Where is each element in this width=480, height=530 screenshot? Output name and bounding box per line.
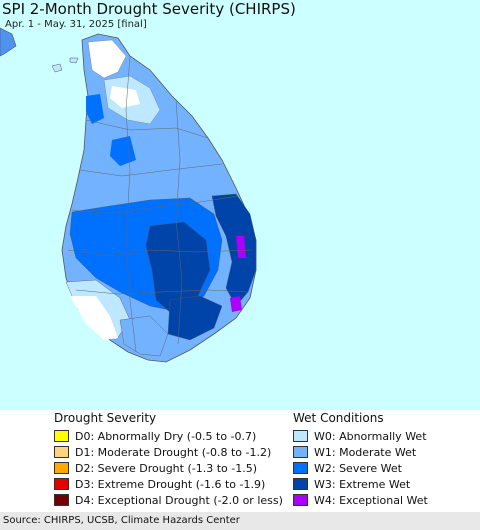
region-east-exceptional-2 bbox=[230, 296, 242, 312]
region-southwest-white bbox=[70, 296, 118, 340]
drought-legend-label: D3: Extreme Drought (-1.6 to -1.9) bbox=[75, 477, 266, 491]
source-footer: Source: CHIRPS, UCSB, Climate Hazards Ce… bbox=[0, 512, 480, 530]
drought-legend-label: D0: Abnormally Dry (-0.5 to -0.7) bbox=[75, 429, 257, 443]
region-south-moderate bbox=[119, 315, 169, 357]
drought-swatch bbox=[54, 430, 69, 442]
wet-legend-label: W0: Abnormally Wet bbox=[314, 429, 427, 443]
map-subtitle: Apr. 1 - May. 31, 2025 [final] bbox=[5, 19, 147, 30]
drought-swatch bbox=[54, 494, 69, 506]
drought-swatch bbox=[54, 462, 69, 474]
drought-legend-item: D4: Exceptional Drought (-2.0 or less) bbox=[54, 492, 283, 508]
wet-swatch bbox=[293, 494, 308, 506]
drought-legend-item: D2: Severe Drought (-1.3 to -1.5) bbox=[54, 460, 283, 476]
legend: Drought Severity D0: Abnormally Dry (-0.… bbox=[0, 410, 480, 512]
wet-legend-item: W2: Severe Wet bbox=[293, 460, 428, 476]
drought-legend-item: D1: Moderate Drought (-0.8 to -1.2) bbox=[54, 444, 283, 460]
wet-legend-heading: Wet Conditions bbox=[293, 411, 384, 425]
wet-legend-label: W2: Severe Wet bbox=[314, 461, 402, 475]
drought-legend-label: D4: Exceptional Drought (-2.0 or less) bbox=[75, 493, 283, 507]
drought-legend-item: D3: Extreme Drought (-1.6 to -1.9) bbox=[54, 476, 283, 492]
drought-legend-heading: Drought Severity bbox=[54, 411, 157, 425]
wet-swatch bbox=[293, 430, 308, 442]
wet-legend-item: W3: Extreme Wet bbox=[293, 476, 428, 492]
wet-legend-label: W3: Extreme Wet bbox=[314, 477, 411, 491]
region-northwest-severe bbox=[110, 136, 136, 166]
wet-swatch bbox=[293, 462, 308, 474]
drought-legend-item: D0: Abnormally Dry (-0.5 to -0.7) bbox=[54, 428, 283, 444]
drought-swatch bbox=[54, 478, 69, 490]
india-landmass bbox=[0, 27, 17, 57]
wet-swatch bbox=[293, 478, 308, 490]
drought-legend: Drought Severity D0: Abnormally Dry (-0.… bbox=[54, 410, 283, 508]
region-north-white bbox=[87, 39, 127, 79]
drought-swatch bbox=[54, 446, 69, 458]
region-north-severe bbox=[86, 94, 104, 124]
title-block: SPI 2-Month Drought Severity (CHIRPS) Ap… bbox=[2, 0, 296, 31]
wet-legend-label: W1: Moderate Wet bbox=[314, 445, 417, 459]
drought-legend-label: D1: Moderate Drought (-0.8 to -1.2) bbox=[75, 445, 272, 459]
drought-map bbox=[0, 0, 480, 410]
region-east-extreme bbox=[211, 193, 257, 307]
region-north-white-2 bbox=[110, 86, 140, 108]
wet-legend: Wet Conditions W0: Abnormally Wet W1: Mod… bbox=[293, 410, 428, 508]
map-title: SPI 2-Month Drought Severity (CHIRPS) bbox=[2, 0, 296, 18]
wet-swatch bbox=[293, 446, 308, 458]
wet-legend-label: W4: Exceptional Wet bbox=[314, 493, 428, 507]
wet-legend-item: W0: Abnormally Wet bbox=[293, 428, 428, 444]
district-borders bbox=[67, 55, 253, 353]
drought-legend-label: D2: Severe Drought (-1.3 to -1.5) bbox=[75, 461, 258, 475]
northern-islands bbox=[51, 57, 79, 73]
wet-legend-item: W4: Exceptional Wet bbox=[293, 492, 428, 508]
region-east-exceptional-1 bbox=[236, 236, 246, 258]
wet-legend-item: W1: Moderate Wet bbox=[293, 444, 428, 460]
